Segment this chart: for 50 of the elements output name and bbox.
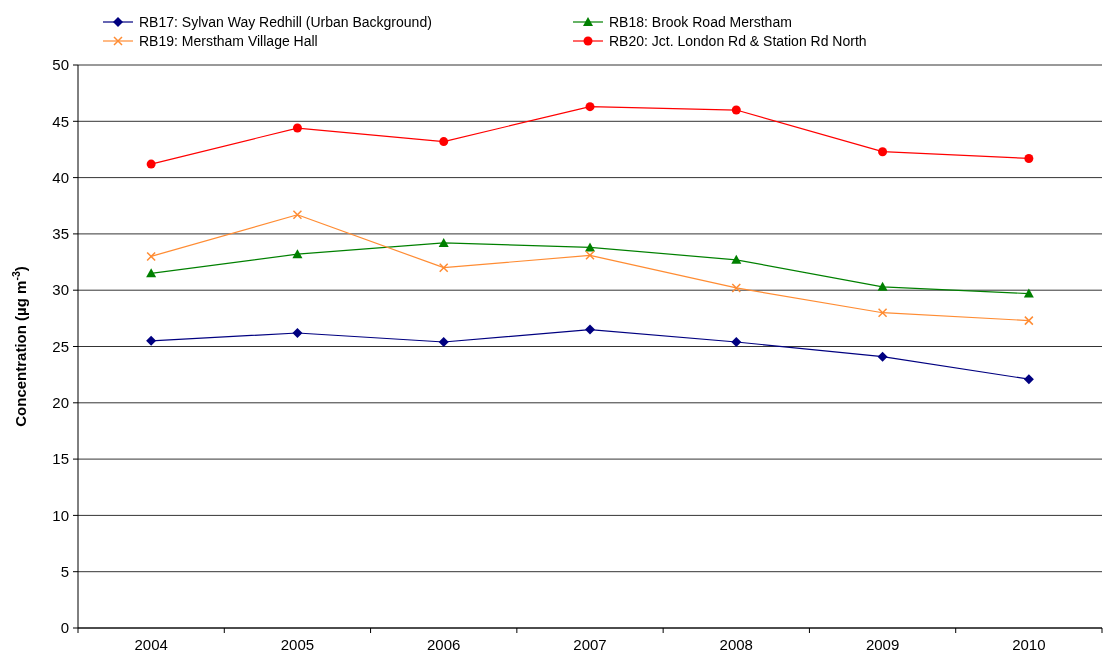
- y-tick-label: 45: [52, 112, 69, 130]
- point: [1024, 315, 1034, 326]
- y-tick-label: 35: [52, 225, 69, 243]
- point: [1023, 288, 1034, 298]
- x-tick-label: 2004: [134, 636, 168, 653]
- legend-label: RB17: Sylvan Way Redhill (Urban Background): [139, 13, 432, 30]
- x-tick-label: 2005: [280, 636, 315, 653]
- point: [585, 250, 595, 261]
- y-tick-label: 50: [52, 56, 69, 74]
- point: [146, 268, 157, 278]
- point: [731, 254, 742, 264]
- point: [292, 210, 303, 220]
- y-tick-label: 20: [52, 394, 69, 412]
- legend-label: RB20: Jct. London Rd & Station Rd North: [609, 32, 867, 49]
- point: [146, 335, 157, 346]
- point: [439, 137, 449, 147]
- x-tick-label: 2008: [719, 636, 753, 653]
- y-tick-label: 40: [52, 168, 69, 186]
- point: [438, 337, 449, 347]
- point: [146, 251, 156, 262]
- point: [585, 102, 595, 112]
- point: [438, 262, 449, 273]
- point: [731, 105, 741, 115]
- point: [292, 249, 303, 259]
- y-tick-label: 30: [52, 281, 69, 299]
- point: [146, 159, 156, 169]
- y-tick-label: 15: [52, 450, 69, 468]
- point: [877, 281, 888, 291]
- point: [878, 147, 888, 157]
- y-tick-label: 10: [52, 506, 69, 524]
- legend-label: RB18: Brook Road Merstham: [609, 13, 792, 30]
- point: [1023, 374, 1034, 385]
- x-tick-label: 2006: [427, 636, 461, 653]
- point: [438, 237, 449, 247]
- point: [877, 351, 888, 362]
- point: [585, 324, 595, 335]
- legend-label: RB19: Merstham Village Hall: [139, 32, 318, 49]
- point: [731, 283, 742, 293]
- point: [292, 327, 303, 338]
- x-tick-label: 2009: [865, 636, 900, 653]
- point: [585, 242, 595, 252]
- x-tick-label: 2007: [573, 636, 607, 653]
- point: [877, 307, 888, 318]
- x-tick-label: 2010: [1012, 636, 1046, 653]
- point: [731, 337, 742, 347]
- point: [1024, 153, 1034, 163]
- y-tick-label: 0: [60, 619, 69, 637]
- point: [292, 123, 302, 133]
- y-tick-label: 25: [52, 337, 69, 355]
- y-tick-label: 5: [60, 562, 69, 580]
